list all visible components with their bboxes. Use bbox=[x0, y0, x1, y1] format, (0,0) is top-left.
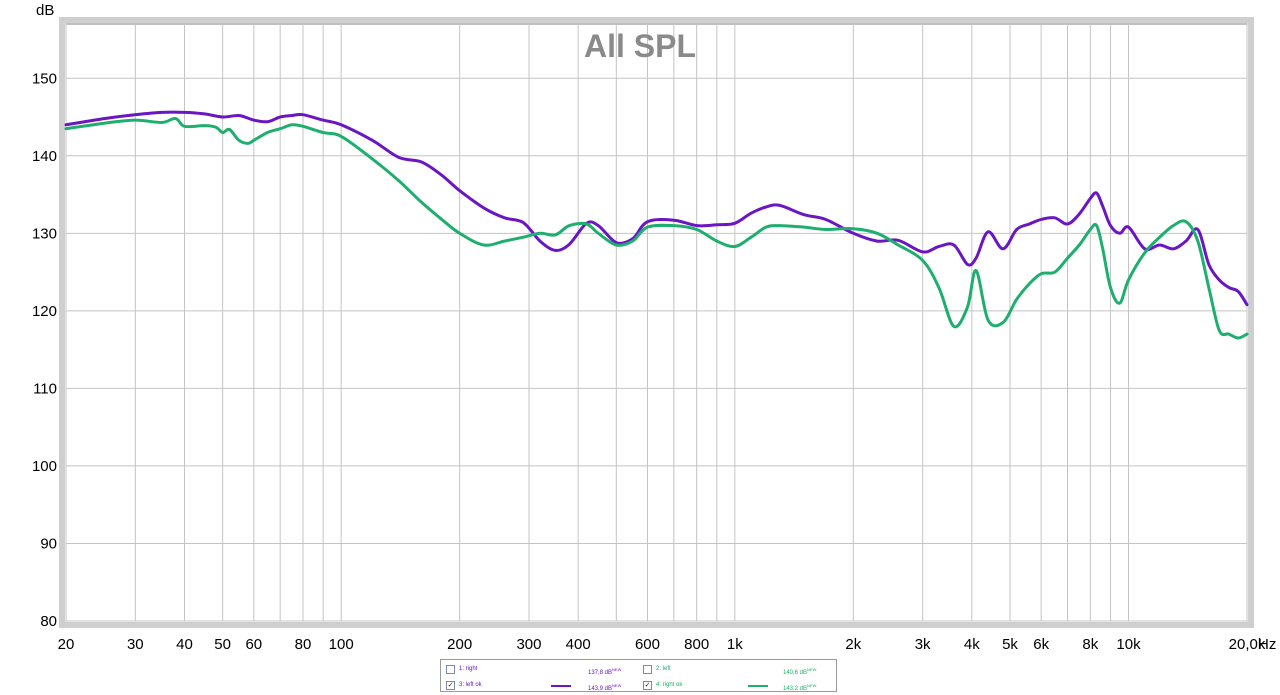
y-tick-label: 90 bbox=[40, 535, 57, 552]
x-tick-label: 3k bbox=[915, 636, 931, 653]
x-tick-label: 60 bbox=[245, 636, 262, 653]
legend-checkbox[interactable] bbox=[643, 665, 652, 674]
spl-chart: dB All SPL 80 90 100 110 120 130 140 150 20 30 40… bbox=[32, 2, 1276, 653]
series-lines bbox=[64, 110, 1249, 340]
x-tick-label: 20 bbox=[58, 636, 75, 653]
legend-value: 137,8 dBNEW bbox=[588, 667, 622, 676]
legend-label: 2: left bbox=[656, 666, 671, 672]
x-tick-label: 80 bbox=[295, 636, 312, 653]
y-tick-label: 100 bbox=[32, 458, 57, 475]
x-tick-label: 6k bbox=[1033, 636, 1049, 653]
legend-swatch bbox=[748, 685, 768, 687]
legend-checkbox[interactable] bbox=[446, 665, 455, 674]
x-tick-label: 50 bbox=[214, 636, 231, 653]
legend-badge: NEW bbox=[612, 667, 622, 672]
legend-value: 143,2 dBNEW bbox=[783, 683, 817, 692]
legend-badge: NEW bbox=[807, 683, 817, 688]
x-tick-label: 4k bbox=[964, 636, 980, 653]
chart-title: All SPL bbox=[584, 28, 696, 64]
x-tick-label: 30 bbox=[127, 636, 144, 653]
x-tick-label: 20,0k bbox=[1229, 636, 1266, 653]
y-tick-label: 110 bbox=[33, 380, 57, 397]
plot-area bbox=[65, 23, 1248, 622]
legend-item: ✓ 3: left ok 143,9 dBNEW bbox=[446, 680, 636, 692]
x-tick-label: 200 bbox=[447, 636, 472, 653]
y-tick-label: 120 bbox=[32, 303, 57, 320]
x-tick-label: 1k bbox=[727, 636, 743, 653]
legend-label: 3: left ok bbox=[459, 682, 482, 688]
y-tick-label: 140 bbox=[32, 148, 57, 165]
plot-frame-outer bbox=[59, 17, 1254, 628]
legend-panel: 1: right 137,8 dBNEW 2: left 140,6 dBNEW ✓ 3:… bbox=[440, 659, 837, 692]
y-tick-label: 80 bbox=[40, 613, 57, 630]
x-tick-label: 10k bbox=[1116, 636, 1141, 653]
legend-value: 140,6 dBNEW bbox=[783, 667, 817, 676]
series-line-4-right-ok bbox=[64, 117, 1249, 340]
x-tick-label: 100 bbox=[329, 636, 354, 653]
legend-value: 143,9 dBNEW bbox=[588, 683, 622, 692]
y-tick-label: 150 bbox=[32, 70, 57, 87]
x-axis-unit-label: Hz bbox=[1258, 636, 1276, 653]
x-tick-label: 2k bbox=[845, 636, 861, 653]
x-tick-label: 800 bbox=[684, 636, 709, 653]
x-tick-label: 40 bbox=[176, 636, 193, 653]
legend-swatch bbox=[551, 685, 571, 687]
legend-item: 2: left 140,6 dBNEW bbox=[643, 664, 833, 676]
legend-checkbox[interactable]: ✓ bbox=[643, 681, 652, 690]
x-tick-label: 8k bbox=[1082, 636, 1098, 653]
x-tick-label: 400 bbox=[566, 636, 591, 653]
y-tick-label: 130 bbox=[32, 225, 57, 242]
legend-item: 1: right 137,8 dBNEW bbox=[446, 664, 636, 676]
y-tick-labels: 80 90 100 110 120 130 140 150 bbox=[32, 70, 57, 630]
legend-badge: NEW bbox=[807, 667, 817, 672]
legend-badge: NEW bbox=[612, 683, 622, 688]
x-tick-labels: 20 30 40 50 60 80 100 200 300 400 600 800 1k 2k 3k 4k 5k… bbox=[58, 636, 1266, 653]
grid-lines bbox=[65, 24, 1248, 622]
series-line-3-left-ok bbox=[64, 110, 1249, 307]
x-tick-label: 300 bbox=[516, 636, 541, 653]
legend-label: 1: right bbox=[459, 666, 478, 672]
x-tick-label: 600 bbox=[635, 636, 660, 653]
x-tick-label: 5k bbox=[1002, 636, 1018, 653]
legend-label: 4: right ok bbox=[656, 682, 683, 688]
legend-checkbox[interactable]: ✓ bbox=[446, 681, 455, 690]
legend-item: ✓ 4: right ok 143,2 dBNEW bbox=[643, 680, 833, 692]
y-axis-unit-label: dB bbox=[36, 2, 54, 19]
